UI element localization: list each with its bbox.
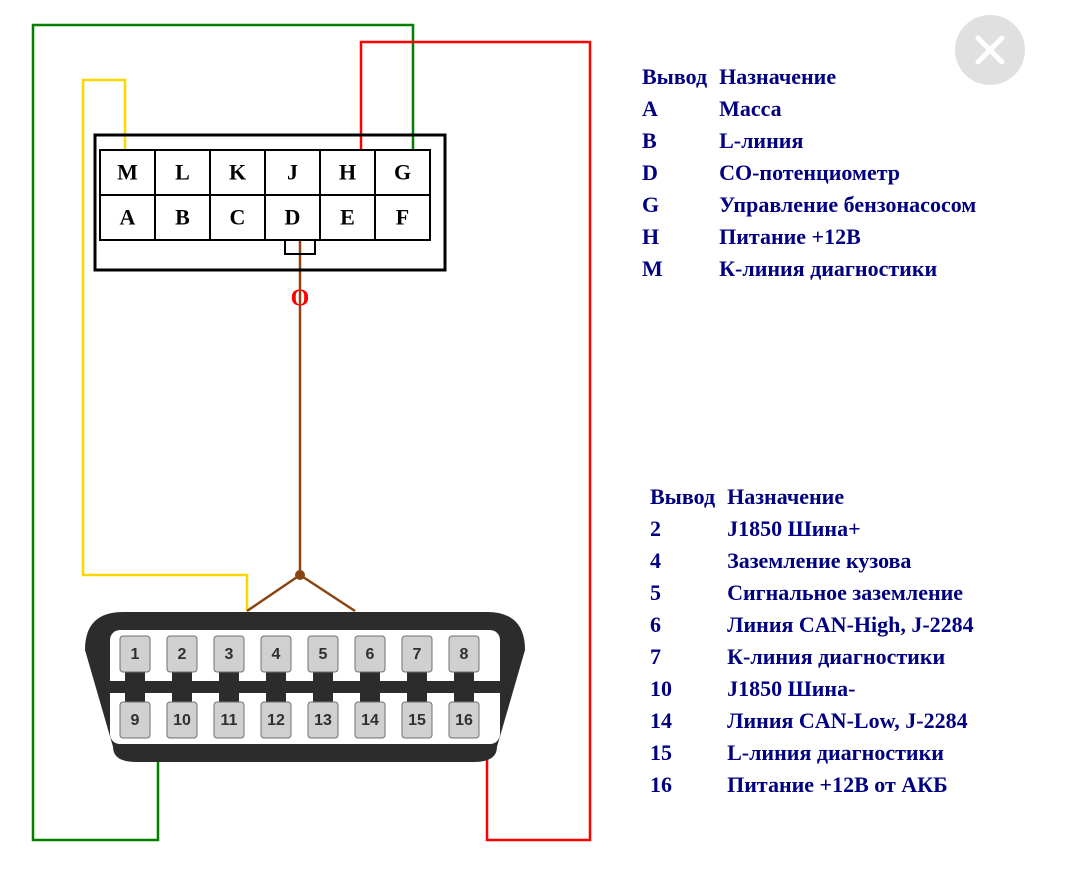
connector-pin-label: G — [394, 160, 411, 185]
pin-id: M — [642, 254, 717, 284]
connector-pin-label: H — [339, 160, 356, 185]
obd-pin-label: 13 — [314, 712, 332, 729]
table-row: GУправление бензонасосом — [642, 190, 986, 220]
o-label: O — [291, 286, 310, 312]
pin-desc: Линия CAN-High, J-2284 — [727, 610, 984, 640]
pin-desc: Управление бензонасосом — [719, 190, 986, 220]
col-desc-header: Назначение — [719, 62, 986, 92]
obd-pin-label: 15 — [408, 712, 426, 729]
connector-pin-label: D — [285, 205, 301, 230]
pin-id: A — [642, 94, 717, 124]
connector-pin-label: C — [230, 205, 246, 230]
table-row: 4Заземление кузова — [650, 546, 984, 576]
obd-pin-label: 14 — [361, 712, 379, 729]
connector-pin-label: F — [396, 205, 409, 230]
obd-connector: 12345678910111213141516 — [85, 612, 525, 762]
pin-id: 2 — [650, 514, 725, 544]
table-row: 10J1850 Шина- — [650, 674, 984, 704]
obd-pin-label: 2 — [178, 646, 187, 663]
pin-desc: Масса — [719, 94, 986, 124]
pin-desc: Сигнальное заземление — [727, 578, 984, 608]
pin-id: 14 — [650, 706, 725, 736]
pinout-table-bottom: Вывод Назначение 2J1850 Шина+4Заземление… — [648, 480, 986, 802]
pin-id: 5 — [650, 578, 725, 608]
obd-pin-label: 1 — [131, 646, 140, 663]
col-desc-header: Назначение — [727, 482, 984, 512]
pin-desc: К-линия диагностики — [719, 254, 986, 284]
pin-desc: J1850 Шина+ — [727, 514, 984, 544]
obd-pin-label: 5 — [319, 646, 328, 663]
pin-desc: L-линия — [719, 126, 986, 156]
pin-id: 7 — [650, 642, 725, 672]
col-pin-header: Вывод — [642, 62, 717, 92]
obd-pin-label: 16 — [455, 712, 473, 729]
table-row: 6Линия CAN-High, J-2284 — [650, 610, 984, 640]
connector-pin-label: L — [175, 160, 190, 185]
connector-pin-label: A — [120, 205, 136, 230]
connector-pin-label: E — [340, 205, 355, 230]
close-button[interactable] — [955, 15, 1025, 85]
pin-desc: J1850 Шина- — [727, 674, 984, 704]
pin-desc: Питание +12В от АКБ — [727, 770, 984, 800]
pin-desc: Линия CAN-Low, J-2284 — [727, 706, 984, 736]
pin-id: 4 — [650, 546, 725, 576]
obd-pin-label: 11 — [221, 712, 238, 729]
pin-id: D — [642, 158, 717, 188]
pin-desc: Заземление кузова — [727, 546, 984, 576]
table-row: HПитание +12В — [642, 222, 986, 252]
table-row: 15L-линия диагностики — [650, 738, 984, 768]
pin-desc: Питание +12В — [719, 222, 986, 252]
close-icon — [970, 30, 1010, 70]
table-row: MК-линия диагностики — [642, 254, 986, 284]
table-row: AМасса — [642, 94, 986, 124]
obd-pin-label: 12 — [267, 712, 285, 729]
table-row: 5Сигнальное заземление — [650, 578, 984, 608]
connector-pin-label: J — [287, 160, 298, 185]
pin-id: H — [642, 222, 717, 252]
pin-desc: L-линия диагностики — [727, 738, 984, 768]
pinout-table-top: Вывод Назначение AМассаBL-линияDСО-потен… — [640, 60, 988, 286]
table-row: 7К-линия диагностики — [650, 642, 984, 672]
obd-pin-label: 4 — [272, 646, 281, 663]
pin-desc: К-линия диагностики — [727, 642, 984, 672]
col-pin-header: Вывод — [650, 482, 725, 512]
pin-id: 6 — [650, 610, 725, 640]
obd-pin-label: 6 — [366, 646, 375, 663]
upper-connector: M L K J H G A B C D E F O — [95, 135, 445, 312]
wire — [247, 575, 300, 611]
pin-id: 10 — [650, 674, 725, 704]
table-row: 14Линия CAN-Low, J-2284 — [650, 706, 984, 736]
obd-pin-label: 8 — [460, 646, 469, 663]
connector-pin-label: K — [229, 160, 246, 185]
pin-id: B — [642, 126, 717, 156]
pin-desc: СО-потенциометр — [719, 158, 986, 188]
table-row: 2J1850 Шина+ — [650, 514, 984, 544]
table-row: DСО-потенциометр — [642, 158, 986, 188]
obd-pin-label: 9 — [131, 712, 140, 729]
pin-id: G — [642, 190, 717, 220]
obd-divider — [110, 681, 500, 693]
connector-pin-label: M — [117, 160, 138, 185]
table-row: BL-линия — [642, 126, 986, 156]
table-row: 16Питание +12В от АКБ — [650, 770, 984, 800]
pin-id: 15 — [650, 738, 725, 768]
obd-pin-label: 7 — [413, 646, 422, 663]
obd-pin-label: 10 — [173, 712, 191, 729]
pin-id: 16 — [650, 770, 725, 800]
connector-pin-label: B — [175, 205, 190, 230]
obd-pin-label: 3 — [225, 646, 234, 663]
